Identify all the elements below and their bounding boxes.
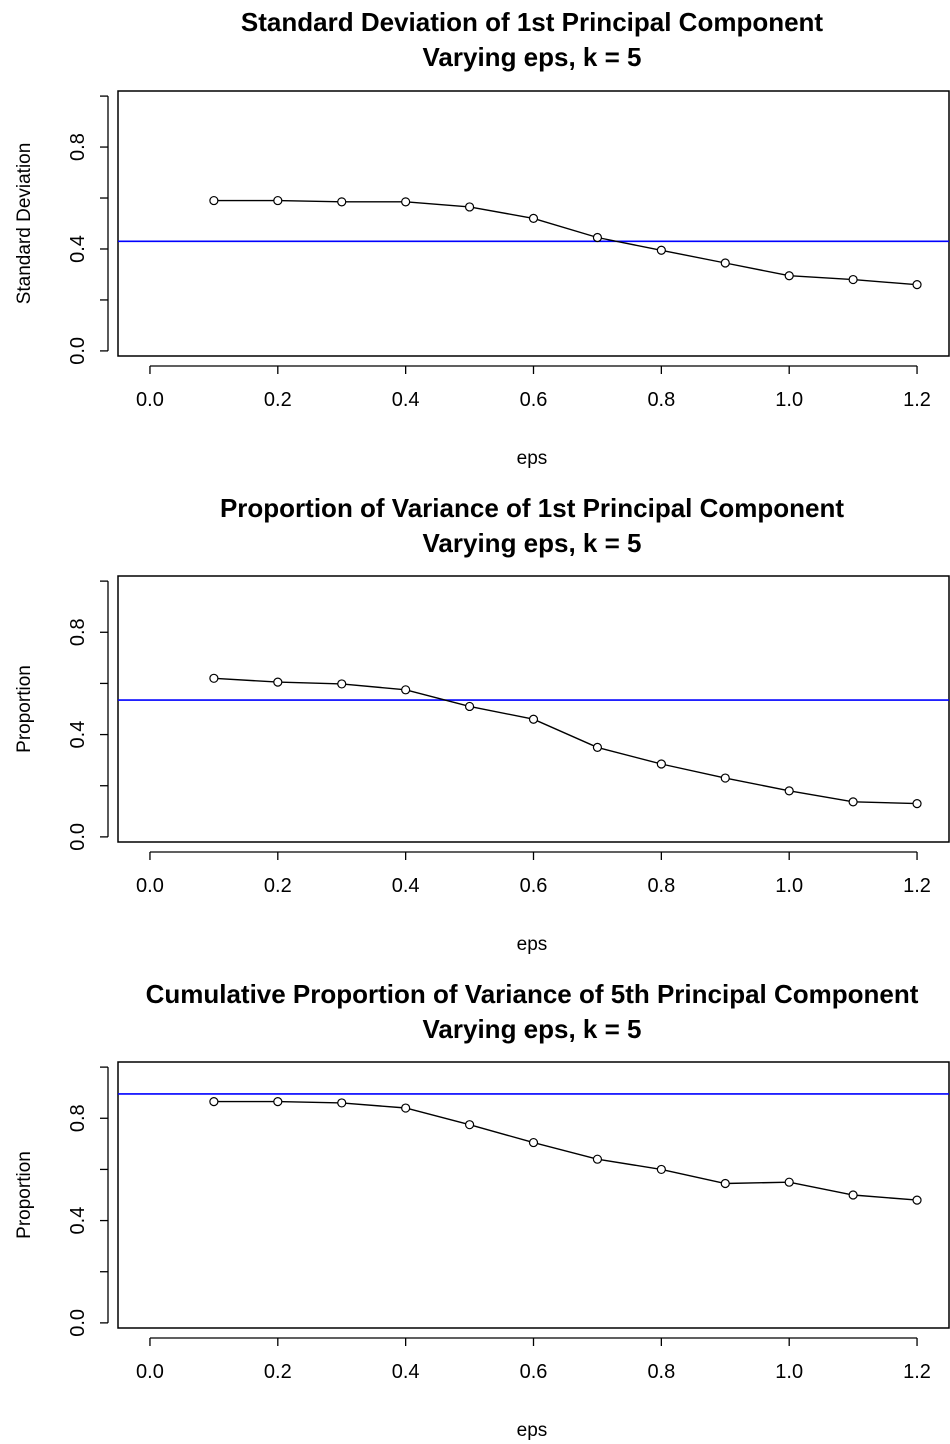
y-tick-label: 0.8 bbox=[67, 1104, 89, 1132]
data-point bbox=[401, 685, 411, 695]
x-tick-label: 0.8 bbox=[647, 389, 675, 411]
chart-subtitle: Varying eps, k = 5 bbox=[423, 1014, 642, 1044]
x-axis-label: eps bbox=[517, 448, 548, 469]
data-point bbox=[337, 197, 347, 207]
x-tick-label: 0.4 bbox=[392, 389, 420, 411]
data-point bbox=[273, 195, 283, 206]
data-point bbox=[337, 1098, 347, 1108]
data-point bbox=[656, 245, 666, 255]
data-point bbox=[464, 202, 475, 212]
x-tick-label: 0.8 bbox=[647, 875, 675, 897]
data-point bbox=[784, 271, 794, 281]
data-point bbox=[401, 1103, 411, 1113]
plot-frame bbox=[117, 90, 950, 357]
y-tick-label: 0.0 bbox=[67, 823, 89, 851]
data-point bbox=[209, 673, 219, 683]
x-tick-label: 0.0 bbox=[136, 389, 164, 411]
x-tick-label: 0.8 bbox=[647, 1361, 675, 1383]
plot-frame bbox=[117, 1061, 950, 1329]
y-tick-label: 0.4 bbox=[67, 235, 89, 263]
y-axis-label: Proportion bbox=[14, 665, 35, 753]
data-point bbox=[528, 714, 539, 724]
data-point bbox=[528, 213, 539, 224]
data-point bbox=[784, 786, 794, 796]
data-point bbox=[209, 195, 219, 206]
chart-subtitle: Varying eps, k = 5 bbox=[423, 528, 642, 558]
x-tick-label: 1.0 bbox=[775, 875, 803, 897]
y-tick-label: 0.4 bbox=[67, 721, 89, 749]
data-point bbox=[720, 1178, 730, 1189]
x-tick-label: 0.6 bbox=[520, 389, 548, 411]
x-tick-label: 1.2 bbox=[903, 389, 931, 411]
x-tick-label: 0.2 bbox=[264, 875, 292, 897]
x-tick-label: 0.4 bbox=[392, 875, 420, 897]
x-tick-label: 0.2 bbox=[264, 1361, 292, 1383]
chart-panel-2: Proportion of Variance of 1st Principal … bbox=[14, 493, 950, 955]
x-tick-label: 0.0 bbox=[136, 1361, 164, 1383]
x-tick-label: 1.2 bbox=[903, 1361, 931, 1383]
series-line bbox=[213, 199, 918, 286]
y-axis-label: Proportion bbox=[14, 1151, 35, 1239]
data-point bbox=[656, 759, 666, 769]
x-axis-label: eps bbox=[517, 934, 548, 955]
data-point bbox=[784, 1177, 794, 1187]
data-point bbox=[273, 1097, 283, 1107]
data-point bbox=[848, 274, 858, 285]
chart-subtitle: Varying eps, k = 5 bbox=[423, 42, 642, 72]
data-point bbox=[592, 1154, 603, 1164]
data-point bbox=[848, 797, 858, 807]
x-tick-label: 1.0 bbox=[775, 1361, 803, 1383]
chart-panel-3: Cumulative Proportion of Variance of 5th… bbox=[14, 979, 950, 1441]
data-point bbox=[401, 197, 411, 207]
x-tick-label: 0.6 bbox=[520, 1361, 548, 1383]
y-tick-label: 0.0 bbox=[67, 337, 89, 365]
x-tick-label: 1.2 bbox=[903, 875, 931, 897]
data-point bbox=[209, 1097, 219, 1107]
data-point bbox=[528, 1137, 539, 1148]
data-point bbox=[592, 232, 603, 243]
chart-title: Cumulative Proportion of Variance of 5th… bbox=[146, 979, 919, 1009]
data-point bbox=[912, 799, 922, 809]
data-point bbox=[337, 679, 347, 689]
x-tick-label: 0.6 bbox=[520, 875, 548, 897]
chart-title: Standard Deviation of 1st Principal Comp… bbox=[241, 7, 824, 37]
data-point bbox=[912, 1195, 922, 1205]
x-axis-label: eps bbox=[517, 1420, 548, 1441]
series-line bbox=[213, 677, 918, 805]
y-tick-label: 0.8 bbox=[67, 133, 89, 161]
data-point bbox=[720, 773, 730, 783]
data-point bbox=[848, 1190, 858, 1200]
y-tick-label: 0.8 bbox=[67, 618, 89, 646]
x-tick-label: 1.0 bbox=[775, 389, 803, 411]
data-point bbox=[464, 1120, 475, 1130]
x-tick-label: 0.2 bbox=[264, 389, 292, 411]
chart-title: Proportion of Variance of 1st Principal … bbox=[220, 493, 844, 523]
plot-frame bbox=[117, 575, 950, 843]
series-line bbox=[213, 1100, 918, 1201]
data-point bbox=[912, 280, 922, 290]
y-tick-label: 0.4 bbox=[67, 1207, 89, 1235]
chart-panel-1: Standard Deviation of 1st Principal Comp… bbox=[14, 7, 950, 469]
data-point bbox=[656, 1164, 666, 1175]
data-point bbox=[273, 677, 283, 687]
y-tick-label: 0.0 bbox=[67, 1309, 89, 1337]
y-axis-label: Standard Deviation bbox=[14, 143, 35, 305]
data-point bbox=[720, 258, 730, 268]
data-point bbox=[592, 742, 603, 752]
x-tick-label: 0.4 bbox=[392, 1361, 420, 1383]
x-tick-label: 0.0 bbox=[136, 875, 164, 897]
data-point bbox=[464, 701, 475, 712]
